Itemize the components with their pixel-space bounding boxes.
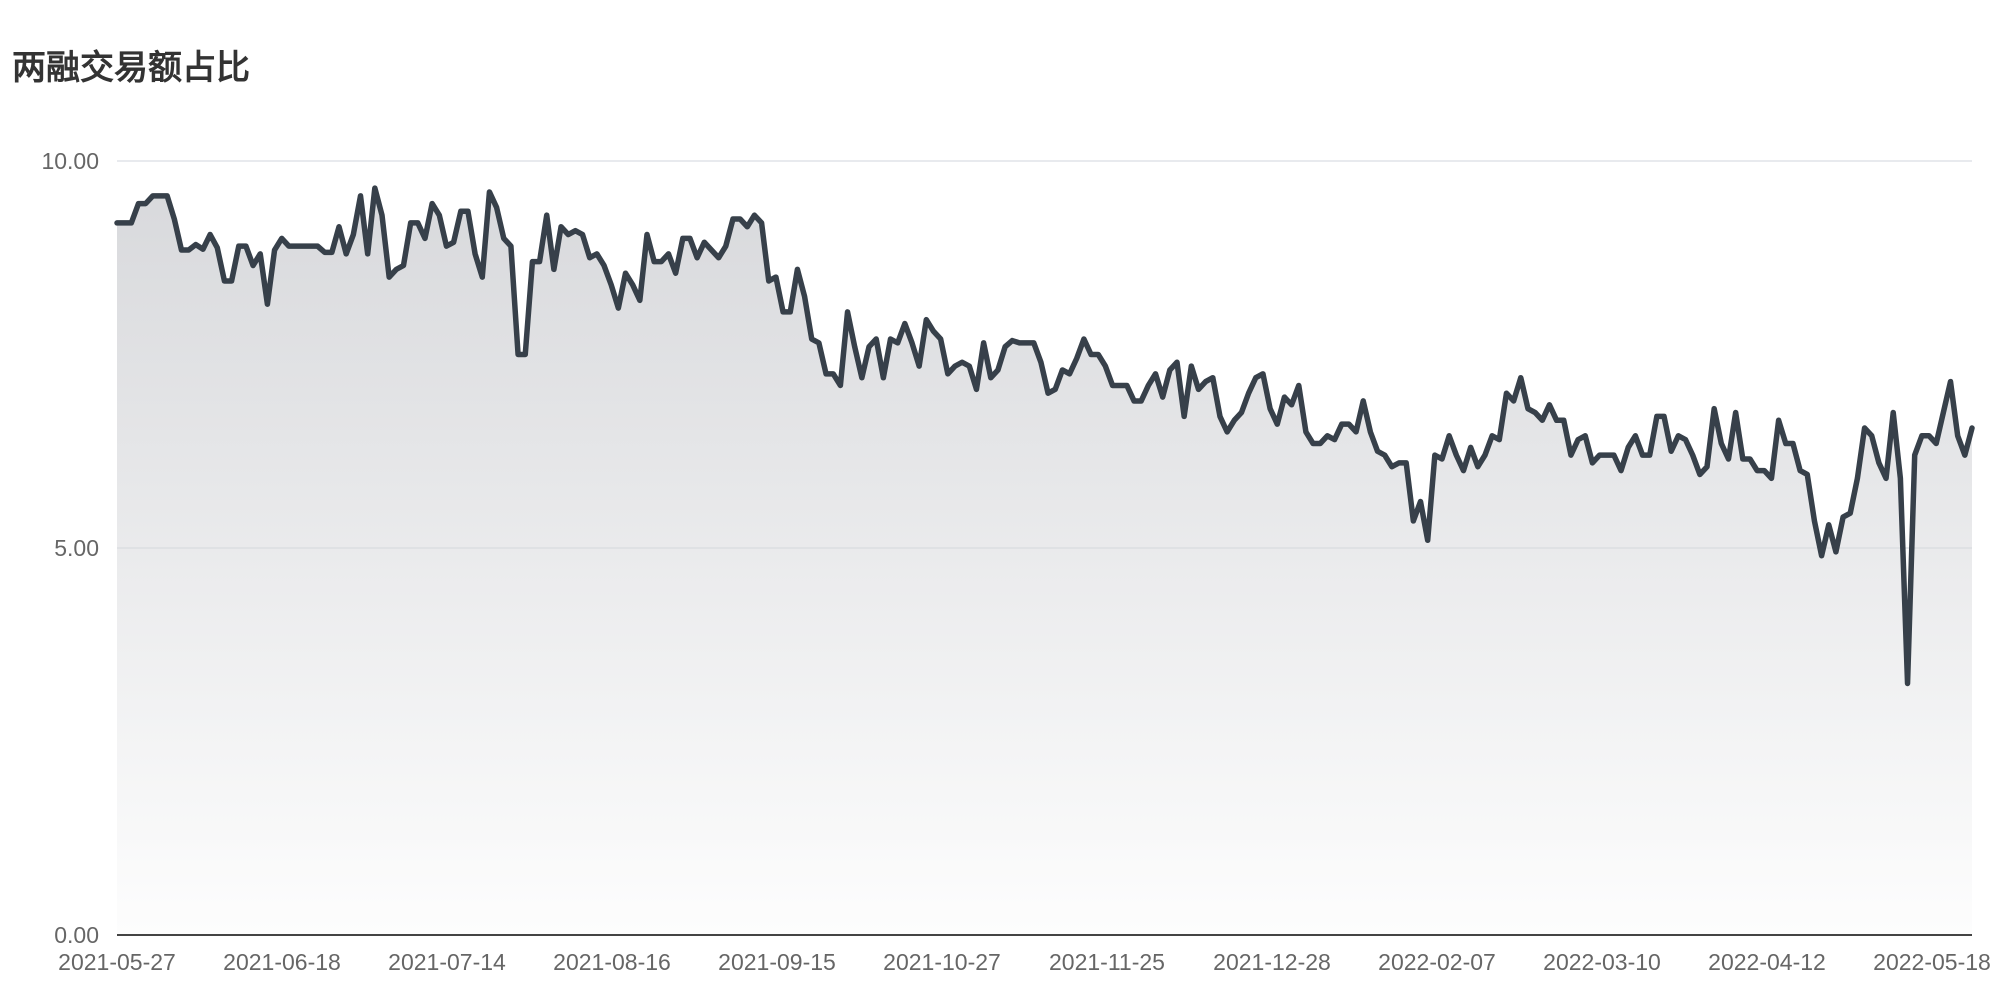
x-tick-label: 2021-09-15 bbox=[718, 949, 836, 975]
x-tick-label: 2022-03-10 bbox=[1543, 949, 1661, 975]
x-tick-label: 2021-08-16 bbox=[553, 949, 671, 975]
x-tick-label: 2021-12-28 bbox=[1213, 949, 1331, 975]
x-tick-label: 2022-04-12 bbox=[1708, 949, 1826, 975]
y-tick-labels: 0.00 5.00 10.00 bbox=[41, 148, 99, 948]
x-tick-label: 2022-02-07 bbox=[1378, 949, 1496, 975]
x-tick-labels: 2021-05-27 2021-06-18 2021-07-14 2021-08-16… bbox=[58, 949, 1991, 975]
y-tick-label: 10.00 bbox=[41, 148, 99, 174]
chart-title: 两融交易额占比 bbox=[12, 48, 250, 88]
series-line bbox=[114, 185, 1975, 687]
x-tick-label: 2022-05-18 bbox=[1873, 949, 1991, 975]
area-layer bbox=[117, 188, 1972, 936]
line-layer bbox=[114, 185, 1975, 687]
y-tick-label: 0.00 bbox=[54, 922, 99, 948]
x-tick-label: 2021-10-27 bbox=[883, 949, 1001, 975]
x-tick-label: 2021-06-18 bbox=[223, 949, 341, 975]
x-tick-label: 2021-05-27 bbox=[58, 949, 176, 975]
y-tick-label: 5.00 bbox=[54, 535, 99, 561]
x-tick-label: 2021-11-25 bbox=[1049, 949, 1165, 975]
series-area bbox=[117, 188, 1972, 936]
x-tick-label: 2021-07-14 bbox=[388, 949, 506, 975]
